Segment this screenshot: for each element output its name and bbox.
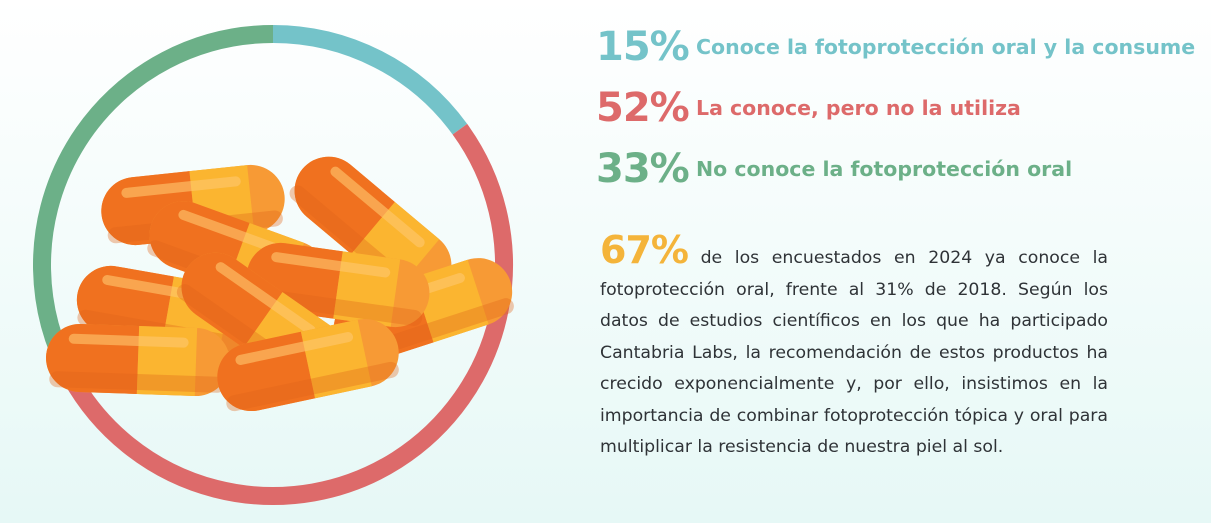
donut-slice: [62, 123, 513, 505]
capsule: [46, 323, 230, 397]
donut-ring: [33, 25, 513, 505]
capsule: [246, 242, 430, 328]
highlight-percentage: 67%: [600, 228, 689, 272]
stat-row-consume: 15% Conoce la fotoprotección oral y la c…: [596, 22, 1195, 72]
summary-paragraph: 67% de los encuestados en 2024 ya conoce…: [600, 231, 1108, 464]
donut-slice: [33, 25, 274, 381]
donut-slice: [272, 25, 468, 135]
stat-percentage: 33%: [596, 146, 690, 192]
stat-percentage: 15%: [596, 24, 690, 70]
stat-row-no-conoce: 33% No conoce la fotoprotección oral: [596, 144, 1072, 194]
stat-label: Conoce la fotoprotección oral y la consu…: [696, 35, 1196, 59]
stat-label: La conoce, pero no la utiliza: [696, 96, 1021, 120]
stat-row-no-utiliza: 52% La conoce, pero no la utiliza: [596, 83, 1021, 133]
stat-percentage: 52%: [596, 85, 690, 131]
donut-chart: [18, 10, 528, 520]
summary-text: de los encuestados en 2024 ya conoce la …: [600, 248, 1108, 457]
capsule: [217, 318, 399, 412]
stat-label: No conoce la fotoprotección oral: [696, 157, 1073, 181]
orange-capsules-icon: [46, 156, 514, 412]
